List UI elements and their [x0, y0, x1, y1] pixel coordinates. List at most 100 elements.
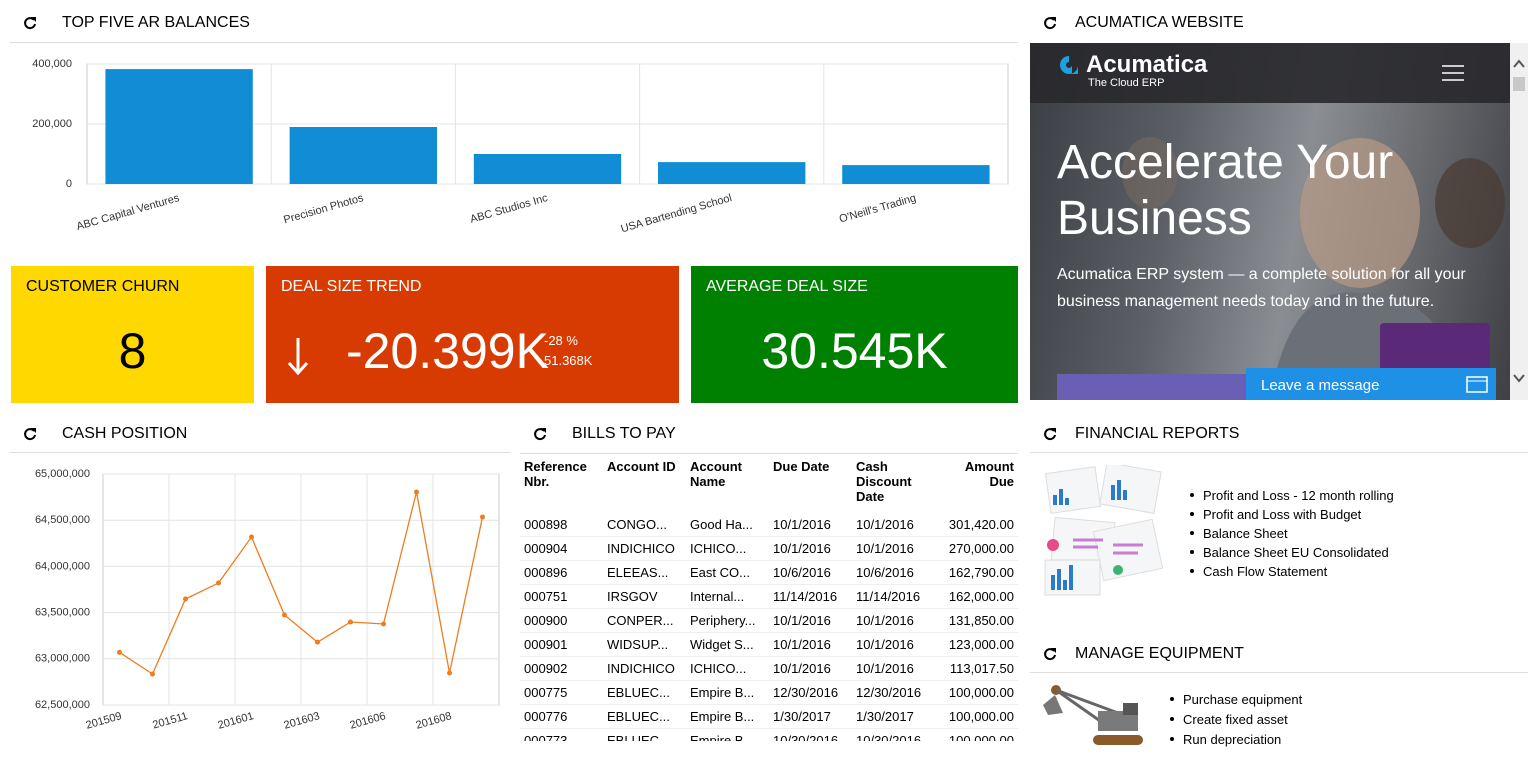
table-cell: 162,000.00 [935, 584, 1018, 609]
table-cell: IRSGOV [603, 584, 686, 609]
table-row[interactable]: 000776 EBLUEC... Empire B... 1/30/2017 1/30/… [520, 704, 1018, 729]
table-cell: 100,000.00 [935, 704, 1018, 729]
kpi-tile[interactable]: CUSTOMER CHURN 8 [11, 266, 254, 403]
y-tick-label: 62,500,000 [35, 699, 90, 711]
list-link[interactable]: Run depreciation [1170, 730, 1302, 750]
site-logo [1060, 56, 1078, 74]
list-link[interactable]: Purchase equipment [1170, 690, 1302, 710]
table-cell: 10/1/2016 [852, 536, 935, 561]
table-cell: 10/1/2016 [852, 513, 935, 537]
y-tick-label: 63,500,000 [35, 607, 90, 619]
table-cell: 000901 [520, 632, 603, 657]
table-row[interactable]: 000773 EBLUEC... Empire B... 10/30/2016 10/3… [520, 728, 1018, 741]
widget-header: FINANCIAL REPORTS [1030, 410, 1528, 453]
table-row[interactable]: 000896 ELEEAS... East CO... 10/6/2016 10/6/2… [520, 560, 1018, 585]
scrollbar-arrows [1513, 59, 1525, 383]
scrollbar[interactable] [1510, 43, 1528, 400]
x-tick-label: USA Bartending School [620, 192, 734, 235]
table-row[interactable]: 000898 CONGO... Good Ha... 10/1/2016 10/1/20… [520, 513, 1018, 537]
table-cell: 000902 [520, 656, 603, 681]
chat-button[interactable]: Leave a message [1246, 368, 1496, 400]
table-cell: 000898 [520, 513, 603, 537]
bills-table-wrap: Reference Nbr. Account ID Account Name Due … [520, 453, 1018, 741]
point [381, 621, 386, 627]
table-cell: 12/30/2016 [852, 680, 935, 705]
refresh-icon[interactable] [1043, 647, 1057, 661]
plot-area [86, 63, 1009, 185]
kpi-previous: 51.368K [544, 353, 593, 368]
list-link[interactable]: Create fixed asset [1170, 710, 1302, 730]
widget-header: BILLS TO PAY [520, 410, 1018, 452]
table-row[interactable]: 000900 CONPER... Periphery... 10/1/2016 10/1… [520, 608, 1018, 633]
y-tick-label: 65,000,000 [35, 468, 90, 480]
kpi-title: AVERAGE DEAL SIZE [706, 278, 868, 295]
table-cell: 000776 [520, 704, 603, 729]
table-cell: 10/1/2016 [769, 608, 852, 633]
table-cell: INDICHICO [603, 536, 686, 561]
table-cell: 123,000.00 [935, 632, 1018, 657]
widget-title: MANAGE EQUIPMENT [1075, 645, 1244, 662]
list-link[interactable]: Profit and Loss with Budget [1190, 505, 1394, 524]
kpi-value: 8 [118, 323, 147, 379]
x-tick-label: 201606 [349, 710, 388, 732]
widget-title: ACUMATICA WEBSITE [1075, 14, 1244, 31]
table-row[interactable]: 000751 IRSGOV Internal... 11/14/2016 11/14/2… [520, 584, 1018, 609]
equipment-image [1043, 685, 1143, 745]
menu-icon[interactable] [1442, 65, 1464, 81]
y-tick-label: 0 [66, 178, 72, 190]
table-cell: Periphery... [686, 608, 769, 633]
point [150, 671, 155, 677]
refresh-icon[interactable] [1043, 16, 1057, 30]
table-cell: 12/30/2016 [769, 680, 852, 705]
bar [105, 69, 253, 184]
website-frame[interactable]: Acumatica The Cloud ERP Accelerate Your … [1030, 43, 1510, 400]
refresh-icon[interactable] [23, 427, 37, 441]
table-row[interactable]: 000904 INDICHICO ICHICO... 10/1/2016 10/1/20… [520, 536, 1018, 561]
widget-header: CASH POSITION [10, 410, 510, 453]
bar [658, 162, 806, 184]
list-link[interactable]: Profit and Loss - 12 month rolling [1190, 486, 1394, 505]
kpi-tile[interactable]: AVERAGE DEAL SIZE 30.545K [691, 266, 1018, 403]
kpi-value: 30.545K [761, 323, 948, 379]
site-tagline: The Cloud ERP [1088, 77, 1165, 89]
refresh-icon[interactable] [23, 16, 37, 30]
table-cell: 10/6/2016 [852, 560, 935, 585]
table-cell: INDICHICO [603, 656, 686, 681]
kpi-tile[interactable]: DEAL SIZE TREND -20.399K -28 % 51.368K [266, 266, 679, 403]
table-cell: 000896 [520, 560, 603, 585]
equipment-list: Purchase equipment Create fixed asset Run … [1170, 690, 1302, 750]
point [282, 612, 287, 618]
table-cell: 162,790.00 [935, 560, 1018, 585]
list-link[interactable]: Cash Flow Statement [1190, 562, 1394, 581]
list-link[interactable]: Balance Sheet EU Consolidated [1190, 543, 1394, 562]
widget-header: MANAGE EQUIPMENT [1030, 630, 1528, 673]
list-link[interactable]: Balance Sheet [1190, 524, 1394, 543]
refresh-icon[interactable] [533, 427, 547, 441]
site-text: Acumatica ERP system — a complete soluti… [1057, 266, 1466, 310]
table-row[interactable]: 000902 INDICHICO ICHICO... 10/1/2016 10/1/20… [520, 656, 1018, 681]
table-cell: 100,000.00 [935, 728, 1018, 741]
column-header: Reference Nbr. [524, 459, 587, 489]
reports-list: Profit and Loss - 12 month rolling Profit… [1190, 486, 1394, 581]
bar [842, 165, 990, 184]
plot-area [102, 473, 500, 706]
widget-header: ACUMATICA WEBSITE [1030, 0, 1528, 42]
table-cell: 11/14/2016 [769, 584, 852, 609]
chat-icon [1466, 376, 1488, 393]
table-cell: 10/1/2016 [769, 536, 852, 561]
point [414, 489, 419, 495]
table-row[interactable]: 000901 WIDSUP... Widget S... 10/1/2016 10/1/… [520, 632, 1018, 657]
x-tick-label: ABC Capital Ventures [75, 192, 181, 233]
refresh-icon[interactable] [1043, 427, 1057, 441]
table-cell: 1/30/2017 [852, 704, 935, 729]
x-tick-label: 201608 [415, 710, 454, 732]
table-cell: Empire B... [686, 728, 769, 741]
table-cell: Empire B... [686, 704, 769, 729]
site-button[interactable] [1057, 374, 1252, 400]
table-cell: 000773 [520, 728, 603, 741]
y-tick-label: 400,000 [32, 58, 72, 70]
column-header: Amount Due [964, 459, 1014, 489]
table-row[interactable]: 000775 EBLUEC... Empire B... 12/30/2016 12/3… [520, 680, 1018, 705]
column-header: Account Name [690, 459, 742, 489]
